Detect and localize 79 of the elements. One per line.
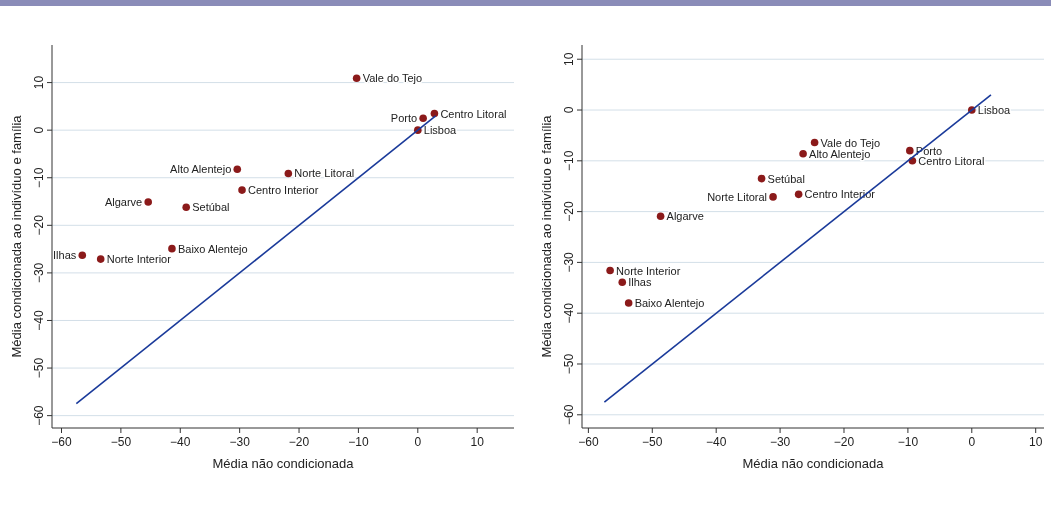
annotation: Ilhas (53, 249, 77, 262)
x-axis-title: Média não condicionada (742, 456, 885, 471)
point (656, 212, 665, 220)
annotation: Algarve (104, 196, 143, 209)
y-tick-label: −40 (562, 302, 576, 324)
x-tick-label: −60 (51, 435, 72, 449)
annotation: Algarve (666, 210, 704, 223)
annotation: Setúbal (192, 201, 230, 214)
annotation: Centro Litoral (918, 154, 985, 167)
x-tick-label: −50 (642, 435, 663, 449)
x-axis-title: Média não condicionada (212, 456, 355, 471)
point (352, 74, 361, 83)
annotation: Ilhas (628, 276, 652, 289)
y-tick-label: −10 (32, 167, 46, 188)
y-tick-label: −50 (562, 353, 576, 375)
y-tick-label: 10 (32, 75, 46, 90)
y-tick-label: −50 (32, 357, 46, 379)
annotation: Norte Interior (616, 264, 681, 277)
x-tick-label: −10 (897, 435, 919, 449)
point (238, 186, 246, 194)
y-tick-label: 0 (32, 126, 46, 134)
x-tick-label: 10 (1029, 435, 1043, 449)
point (182, 203, 191, 212)
y-tick-label: 0 (562, 106, 576, 114)
y-tick-label: −30 (562, 251, 576, 273)
x-tick-label: −30 (769, 435, 791, 449)
point (794, 190, 803, 199)
y-tick-label: 10 (562, 52, 576, 66)
point (769, 193, 777, 201)
point (810, 138, 819, 147)
point (96, 255, 105, 263)
annotation: Vale do Tejo (820, 136, 881, 149)
x-tick-label: −40 (706, 435, 727, 449)
point (757, 174, 766, 183)
x-tick-label: −10 (348, 435, 369, 449)
annotation: Alto Alentejo (170, 163, 232, 176)
point (78, 251, 87, 260)
point (618, 278, 627, 287)
point (419, 114, 427, 123)
point (799, 149, 807, 158)
annotation: Centro Interior (248, 184, 319, 197)
annotation: Setúbal (767, 172, 805, 185)
annotation: Alto Alentejo (809, 147, 871, 160)
point (606, 266, 614, 275)
annotation: Vale do Tejo (362, 72, 423, 85)
annotation: Baixo Alentejo (177, 242, 248, 255)
point (624, 299, 633, 307)
y-tick-label: −20 (562, 201, 576, 222)
y-tick-label: −30 (32, 262, 46, 284)
y-tick-label: −20 (32, 214, 46, 236)
x-tick-label: −30 (229, 435, 251, 449)
point (430, 109, 439, 118)
x-tick-label: 0 (968, 435, 976, 449)
x-tick-label: 10 (470, 435, 485, 449)
y-tick-label: −40 (32, 309, 46, 331)
annotation: Porto (390, 112, 418, 125)
y-axis-title: Média condicionada ao indivíduo e família (9, 114, 25, 358)
annotation: Centro Litoral (440, 107, 507, 120)
annotation: Baixo Alentejo (634, 297, 705, 310)
annotation: Lisboa (977, 104, 1012, 117)
x-tick-label: 0 (414, 435, 422, 449)
y-tick-label: −60 (562, 404, 576, 425)
x-tick-label: −20 (833, 435, 855, 449)
y-tick-label: −10 (562, 150, 576, 171)
x-tick-label: −20 (288, 435, 310, 449)
y-tick-label: −60 (32, 405, 46, 426)
point (144, 198, 152, 206)
point (233, 165, 242, 173)
x-tick-label: −40 (170, 435, 191, 449)
x-tick-label: −50 (110, 435, 132, 449)
annotation: Norte Litoral (707, 190, 768, 203)
point (284, 169, 293, 178)
point (906, 146, 914, 155)
x-tick-label: −60 (578, 435, 599, 449)
y-axis-title: Média condicionada ao indivíduo e família (539, 114, 555, 358)
annotation: Lisboa (423, 124, 458, 137)
annotation: Norte Interior (106, 253, 172, 266)
annotation: Norte Litoral (294, 167, 355, 180)
point (168, 244, 176, 253)
